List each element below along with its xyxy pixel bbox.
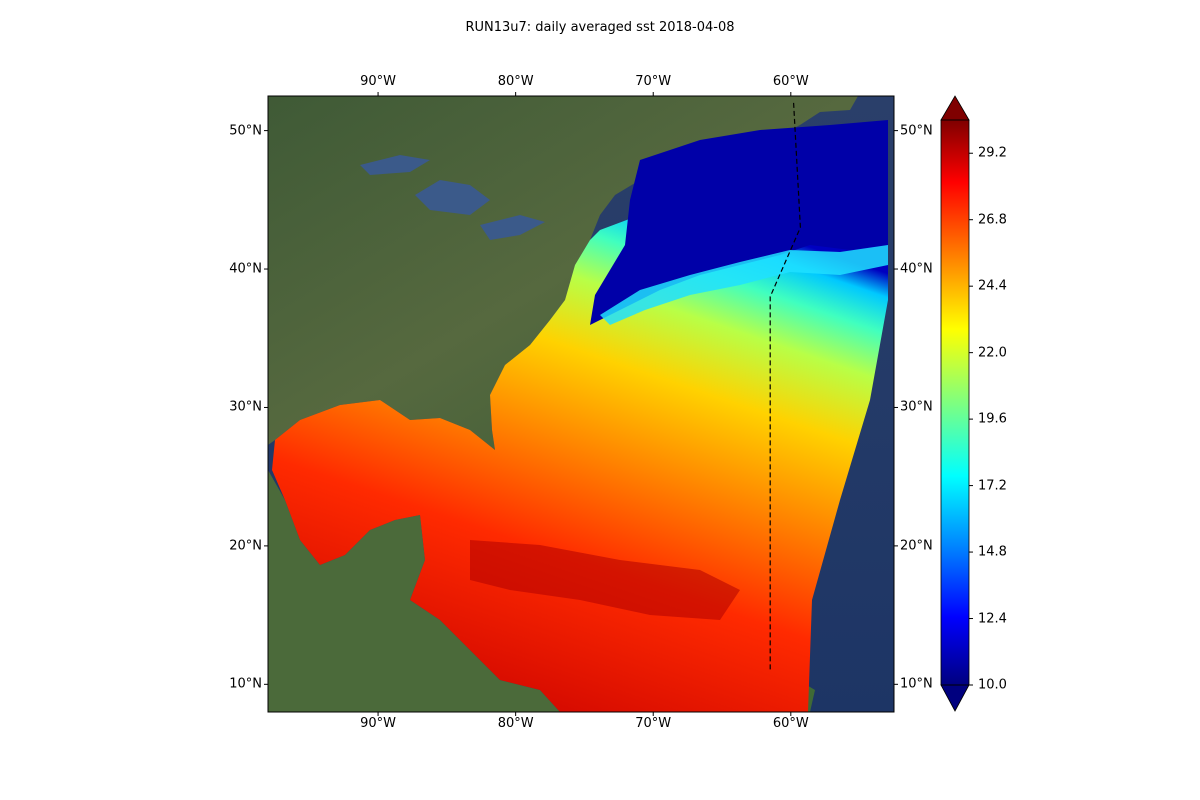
colorbar-tick-label: 26.8 (978, 212, 1007, 228)
colorbar-extend-max (940, 95, 970, 121)
lat-label-right: 50°N (900, 123, 933, 139)
lat-label-right: 10°N (900, 676, 933, 692)
lon-label-bottom: 60°W (772, 716, 809, 731)
lon-label-bottom: 70°W (635, 716, 672, 731)
colorbar (940, 95, 973, 712)
colorbar-gradient (941, 120, 969, 685)
lat-label-left: 40°N (229, 261, 262, 277)
lat-label-left: 50°N (229, 123, 262, 139)
land-mexico-central-america (268, 470, 560, 712)
map-layer (268, 96, 894, 712)
map-tick-marks (264, 92, 898, 716)
colorbar-tick-label: 10.0 (978, 677, 1007, 693)
colorbar-extend-min (940, 684, 970, 712)
colorbar-tick-label: 24.4 (978, 278, 1007, 294)
sst-front (600, 245, 888, 325)
figure-title: RUN13u7: daily averaged sst 2018-04-08 (465, 20, 735, 35)
lon-label-bottom: 80°W (497, 716, 534, 731)
lat-label-right: 40°N (900, 261, 933, 277)
lon-label-bottom: 90°W (360, 716, 397, 731)
lon-label-top: 60°W (772, 74, 809, 89)
colorbar-frame (940, 119, 970, 686)
colorbar-tick-label: 14.8 (978, 544, 1007, 560)
colorbar-tick-label: 17.2 (978, 478, 1007, 494)
colorbar-tick-label: 29.2 (978, 145, 1007, 161)
land-north-america (268, 96, 858, 450)
lon-label-top: 70°W (635, 74, 672, 89)
lon-label-top: 80°W (497, 74, 534, 89)
lat-label-left: 30°N (229, 399, 262, 415)
colorbar-ticks (969, 152, 973, 686)
lat-label-right: 20°N (900, 538, 933, 554)
map-frame (267, 95, 895, 713)
sst-field (272, 190, 888, 712)
lat-label-left: 10°N (229, 676, 262, 692)
great-lakes (360, 155, 545, 240)
sst-warm-core (470, 540, 740, 620)
lat-label-right: 30°N (900, 399, 933, 415)
lon-label-top: 90°W (360, 74, 397, 89)
lat-label-left: 20°N (229, 538, 262, 554)
dashed-boundary-line (769, 102, 802, 671)
colorbar-tick-label: 12.4 (978, 611, 1007, 627)
colorbar-tick-label: 22.0 (978, 345, 1007, 361)
sst-cold-north (590, 120, 888, 325)
colorbar-tick-label: 19.6 (978, 411, 1007, 427)
